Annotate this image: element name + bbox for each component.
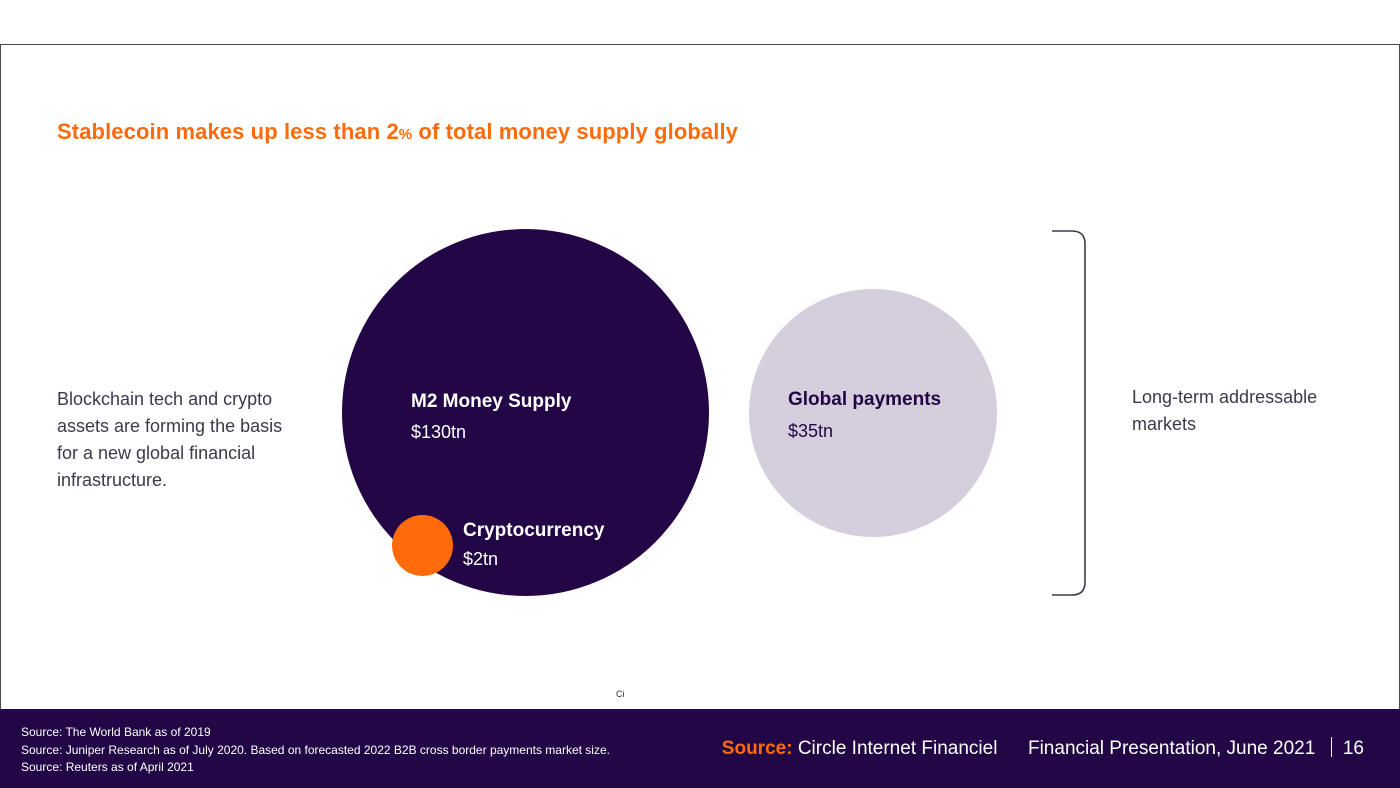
intro-text: Blockchain tech and crypto assets are fo… <box>57 389 283 490</box>
source-name: Circle Internet Financiel <box>797 738 998 759</box>
m2-title: M2 Money Supply <box>411 391 572 412</box>
headline-main: Stablecoin makes up less than 2 <box>57 119 399 144</box>
cryptocurrency-bubble <box>392 515 453 576</box>
headline-percent-sign: % <box>398 126 413 143</box>
global-payments-bubble <box>749 289 997 537</box>
source-notes: Source: The World Bank as of 2019 Source… <box>21 724 610 777</box>
top-margin <box>0 0 1400 44</box>
payments-value: $35tn <box>788 421 834 441</box>
slide-headline: Stablecoin makes up less than 2% of tota… <box>57 119 738 145</box>
headline-rest: of total money supply globally <box>412 119 739 144</box>
footer-bar: Source: The World Bank as of 2019 Source… <box>0 709 1400 788</box>
page-number: 16 <box>1342 738 1364 759</box>
crypto-title: Cryptocurrency <box>463 520 605 541</box>
source-note: Source: The World Bank as of 2019 <box>21 725 211 739</box>
source-note: Source: Reuters as of April 2021 <box>21 760 194 774</box>
tiny-mark: Ci <box>616 689 625 699</box>
payments-title: Global payments <box>788 389 942 410</box>
bracket-label: Long-term addressable markets <box>1132 387 1318 434</box>
m2-value: $130tn <box>411 422 467 442</box>
source-note: Source: Juniper Research as of July 2020… <box>21 742 610 757</box>
crypto-value: $2tn <box>463 549 499 569</box>
presentation-title: Financial Presentation, June 2021 <box>1027 738 1316 759</box>
footer-credit: Source: Circle Internet Financiel Financ… <box>722 737 1364 760</box>
page-divider <box>1330 737 1332 757</box>
source-label: Source: <box>721 738 793 759</box>
right-bracket-icon <box>1052 230 1086 596</box>
